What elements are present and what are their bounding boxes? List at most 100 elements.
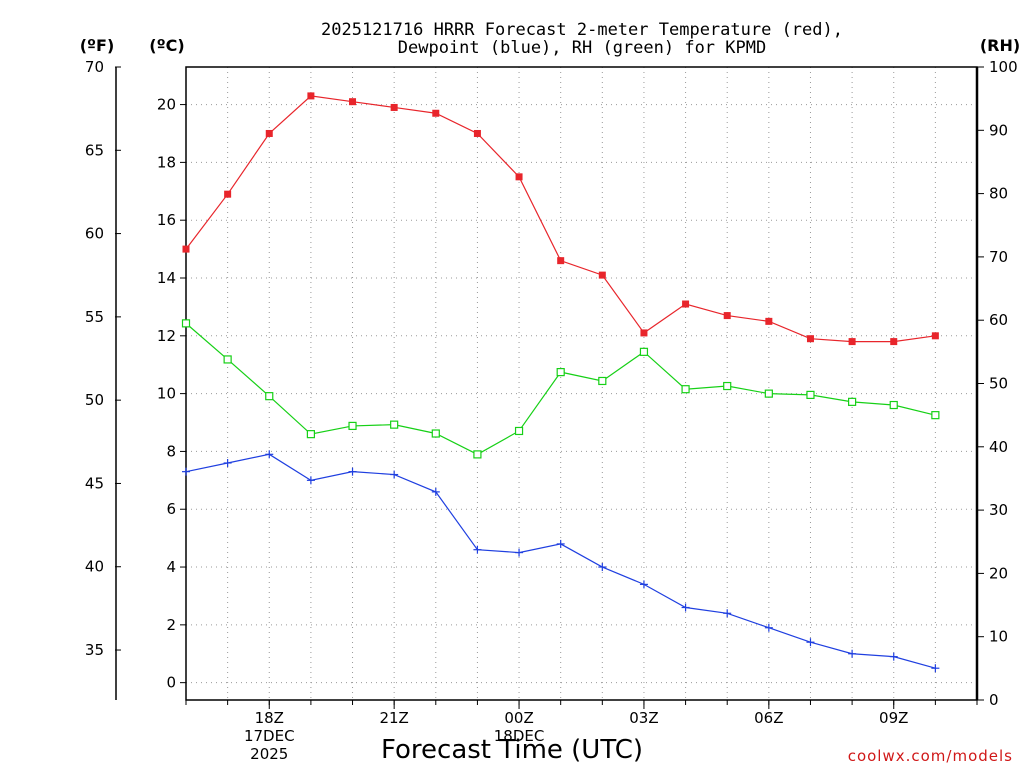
fahrenheit-tick-label: 65: [85, 141, 104, 159]
rh-point: [639, 347, 649, 356]
x-tick-label: 00Z: [504, 709, 533, 727]
rh-tick-label: 30: [989, 501, 1008, 519]
temperature-point: [806, 335, 814, 343]
dewpoint-point: [723, 609, 732, 618]
temperature-point: [723, 312, 731, 320]
labels: 2025121716 HRRR Forecast 2-meter Tempera…: [80, 20, 1020, 765]
rh-point: [223, 355, 232, 364]
dewpoint-point: [348, 467, 357, 476]
x-tick-label: 18DEC: [494, 727, 545, 745]
rh-tick-label: 0: [989, 691, 999, 709]
fahrenheit-tick-label: 60: [85, 225, 104, 243]
dewpoint-line: [185, 453, 936, 669]
temperature-point: [931, 332, 939, 340]
rh-tick-label: 70: [989, 248, 1008, 266]
temperature-point: [307, 92, 315, 100]
rh-unit-label: (RH): [980, 36, 1020, 55]
temperature-point: [182, 245, 190, 253]
rh-point: [556, 368, 565, 377]
temperature-point: [473, 129, 481, 137]
rh-line: [185, 322, 936, 456]
dewpoint-point: [639, 580, 648, 589]
rh-point: [181, 319, 191, 328]
x-tick-label: 06Z: [754, 709, 783, 727]
celsius-tick-label: 6: [166, 500, 176, 518]
dewpoint-point: [223, 458, 232, 467]
dewpoint-point: [390, 470, 399, 479]
temperature-point: [390, 103, 398, 111]
fahrenheit-tick-label: 45: [85, 474, 104, 492]
dewpoint-point: [182, 467, 190, 476]
rh-point: [348, 421, 357, 431]
dewpoint-point: [931, 664, 940, 673]
rh-tick-label: 100: [989, 58, 1018, 76]
dewpoint-point: [848, 649, 857, 658]
rh-point: [848, 397, 857, 406]
rh-tick-label: 40: [989, 438, 1008, 456]
celsius-unit-label: (ºC): [149, 36, 184, 55]
x-tick-label: 21Z: [379, 709, 408, 727]
rh-tick-label: 90: [989, 121, 1008, 139]
celsius-tick-label: 2: [166, 616, 176, 634]
rh-point: [431, 429, 440, 438]
dewpoint-point: [306, 476, 315, 485]
rh-tick-label: 50: [989, 375, 1008, 393]
rh-point: [598, 376, 607, 386]
rh-point: [806, 390, 815, 399]
celsius-tick-label: 0: [166, 674, 176, 692]
dewpoint-point: [806, 638, 815, 647]
temperature-point: [682, 300, 690, 308]
fahrenheit-tick-label: 50: [85, 391, 104, 409]
fahrenheit-tick-label: 70: [85, 58, 104, 76]
watermark: coolwx.com/models: [848, 747, 1013, 765]
temperature-point: [265, 129, 273, 137]
rh-point: [390, 420, 399, 429]
rh-point: [265, 392, 274, 401]
x-tick-label: 17DEC: [244, 727, 295, 745]
x-tick-label: 09Z: [879, 709, 908, 727]
fahrenheit-tick-label: 35: [85, 641, 104, 659]
dewpoint-point: [515, 548, 524, 557]
celsius-tick-label: 20: [157, 96, 176, 114]
dewpoint-point: [764, 623, 773, 632]
temperature-point: [515, 173, 523, 181]
celsius-tick-label: 14: [157, 269, 176, 287]
celsius-tick-label: 4: [166, 558, 176, 576]
x-tick-label: 18Z: [255, 709, 284, 727]
rh-point: [681, 385, 690, 394]
dewpoint-point: [681, 603, 690, 612]
celsius-tick-label: 12: [157, 327, 176, 345]
celsius-tick-label: 10: [157, 385, 176, 403]
temperature-point: [848, 338, 856, 346]
x-tick-label: 03Z: [629, 709, 658, 727]
rh-point: [723, 381, 732, 391]
rh-point: [306, 430, 315, 439]
chart-title-line-1: 2025121716 HRRR Forecast 2-meter Tempera…: [321, 20, 843, 40]
rh-tick-label: 20: [989, 564, 1008, 582]
dewpoint-point: [431, 487, 440, 496]
rh-point: [889, 400, 898, 410]
rh-tick-label: 80: [989, 185, 1008, 203]
rh-point: [764, 389, 773, 398]
dewpoint-point: [265, 450, 274, 459]
dewpoint-point: [889, 652, 898, 661]
chart-title-line-2: Dewpoint (blue), RH (green) for KPMD: [398, 38, 766, 58]
rh-point: [514, 426, 524, 436]
temperature-point: [432, 109, 440, 117]
temperature-point: [640, 329, 648, 337]
axes: [115, 66, 984, 709]
fahrenheit-tick-label: 40: [85, 558, 104, 576]
rh-tick-label: 10: [989, 628, 1008, 646]
fahrenheit-tick-label: 55: [85, 308, 104, 326]
temperature-point: [557, 257, 565, 265]
x-axis-title: Forecast Time (UTC): [381, 735, 643, 765]
celsius-tick-label: 8: [166, 442, 176, 460]
rh-point: [473, 450, 482, 459]
rh-point: [931, 411, 940, 420]
x-tick-label: 2025: [250, 745, 288, 763]
grid: [185, 67, 978, 700]
temperature-point: [224, 190, 232, 198]
series-layer: [181, 92, 940, 673]
temperature-point: [349, 98, 357, 106]
